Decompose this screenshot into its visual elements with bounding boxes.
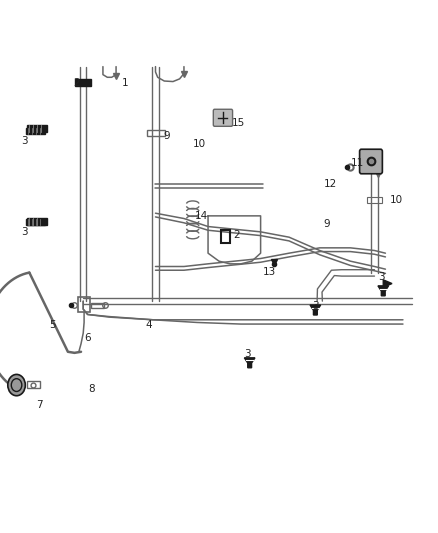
Bar (27, 218, 47, 225)
Text: 3: 3 (21, 227, 28, 237)
Bar (91, 303, 104, 308)
Text: 13: 13 (263, 267, 276, 277)
FancyBboxPatch shape (213, 109, 233, 126)
Text: 3: 3 (378, 272, 385, 282)
Text: 15: 15 (232, 118, 245, 127)
Polygon shape (378, 286, 389, 296)
Text: 3: 3 (312, 302, 319, 311)
Bar (26, 128, 45, 134)
Text: 12: 12 (324, 179, 337, 189)
Text: 9: 9 (323, 219, 330, 229)
FancyBboxPatch shape (360, 149, 382, 174)
Text: 14: 14 (195, 211, 208, 221)
Text: 3: 3 (244, 350, 251, 359)
Text: 9: 9 (163, 131, 170, 141)
Text: 10: 10 (193, 139, 206, 149)
Text: 8: 8 (88, 384, 95, 394)
Bar (75, 79, 91, 86)
Text: 1: 1 (121, 78, 128, 87)
Text: 7: 7 (36, 400, 43, 410)
Text: 3: 3 (21, 136, 28, 146)
Polygon shape (244, 358, 255, 368)
Bar (27, 381, 40, 387)
Text: 10: 10 (390, 195, 403, 205)
Polygon shape (310, 305, 321, 315)
Bar (367, 197, 382, 203)
Text: 6: 6 (84, 334, 91, 343)
Bar (221, 230, 230, 243)
Text: 2: 2 (233, 230, 240, 239)
Text: 4: 4 (145, 320, 152, 330)
Text: 11: 11 (350, 158, 364, 167)
Text: 5: 5 (49, 320, 56, 330)
Bar (27, 125, 47, 132)
Polygon shape (383, 280, 392, 287)
Bar (147, 130, 165, 136)
Bar (78, 297, 90, 312)
Circle shape (8, 374, 25, 395)
Bar (26, 219, 45, 225)
Text: 2: 2 (73, 78, 80, 87)
